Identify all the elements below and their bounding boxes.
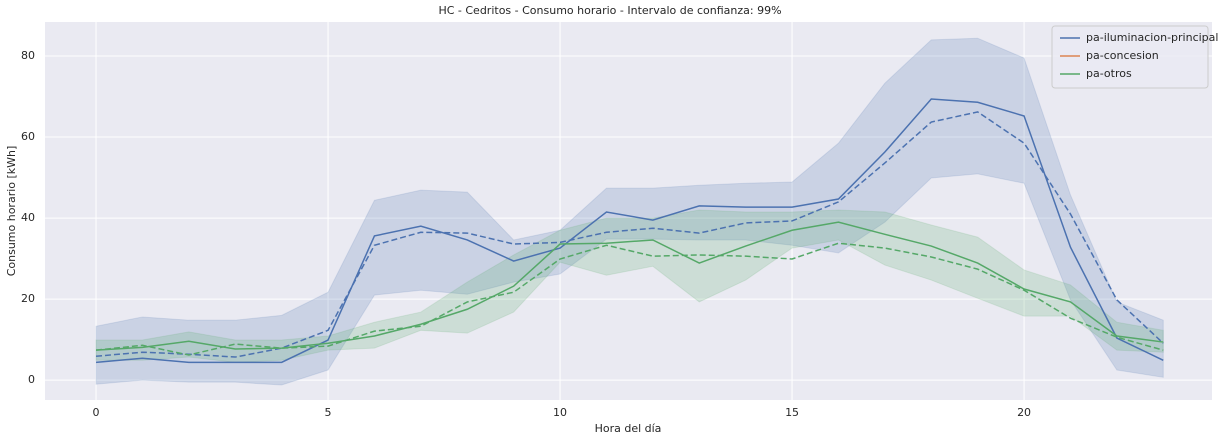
x-tick-label: 10 [553,406,567,419]
y-tick-label: 20 [21,292,35,305]
legend-label: pa-concesion [1086,49,1159,62]
y-tick-label: 80 [21,49,35,62]
x-tick-label: 0 [93,406,100,419]
legend: pa-iluminacion-principal pa-concesion pa-o… [1051,25,1218,89]
y-tick-label: 0 [28,373,35,386]
x-tick-label: 20 [1017,406,1031,419]
confidence-band [95,209,1164,363]
chart-title: HC - Cedritos - Consumo horario - Interv… [438,4,781,17]
legend-label: pa-iluminacion-principal [1086,31,1218,44]
line [95,98,1164,364]
grid [45,22,1212,400]
legend-box [1051,25,1209,89]
legend-label: pa-otros [1086,67,1132,80]
y-tick-label: 60 [21,130,35,143]
confidence-band [95,37,1164,386]
x-tick-label: 15 [785,406,799,419]
y-axis-label: Consumo horario [kWh] [5,146,18,277]
marks [95,37,1164,386]
x-tick-label: 5 [325,406,332,419]
dashed-line [95,111,1164,358]
line [95,221,1164,351]
dashed-line [95,242,1164,356]
y-tick-label: 40 [21,211,35,224]
x-axis-label: Hora del día [595,422,662,435]
plot-area [45,22,1212,400]
